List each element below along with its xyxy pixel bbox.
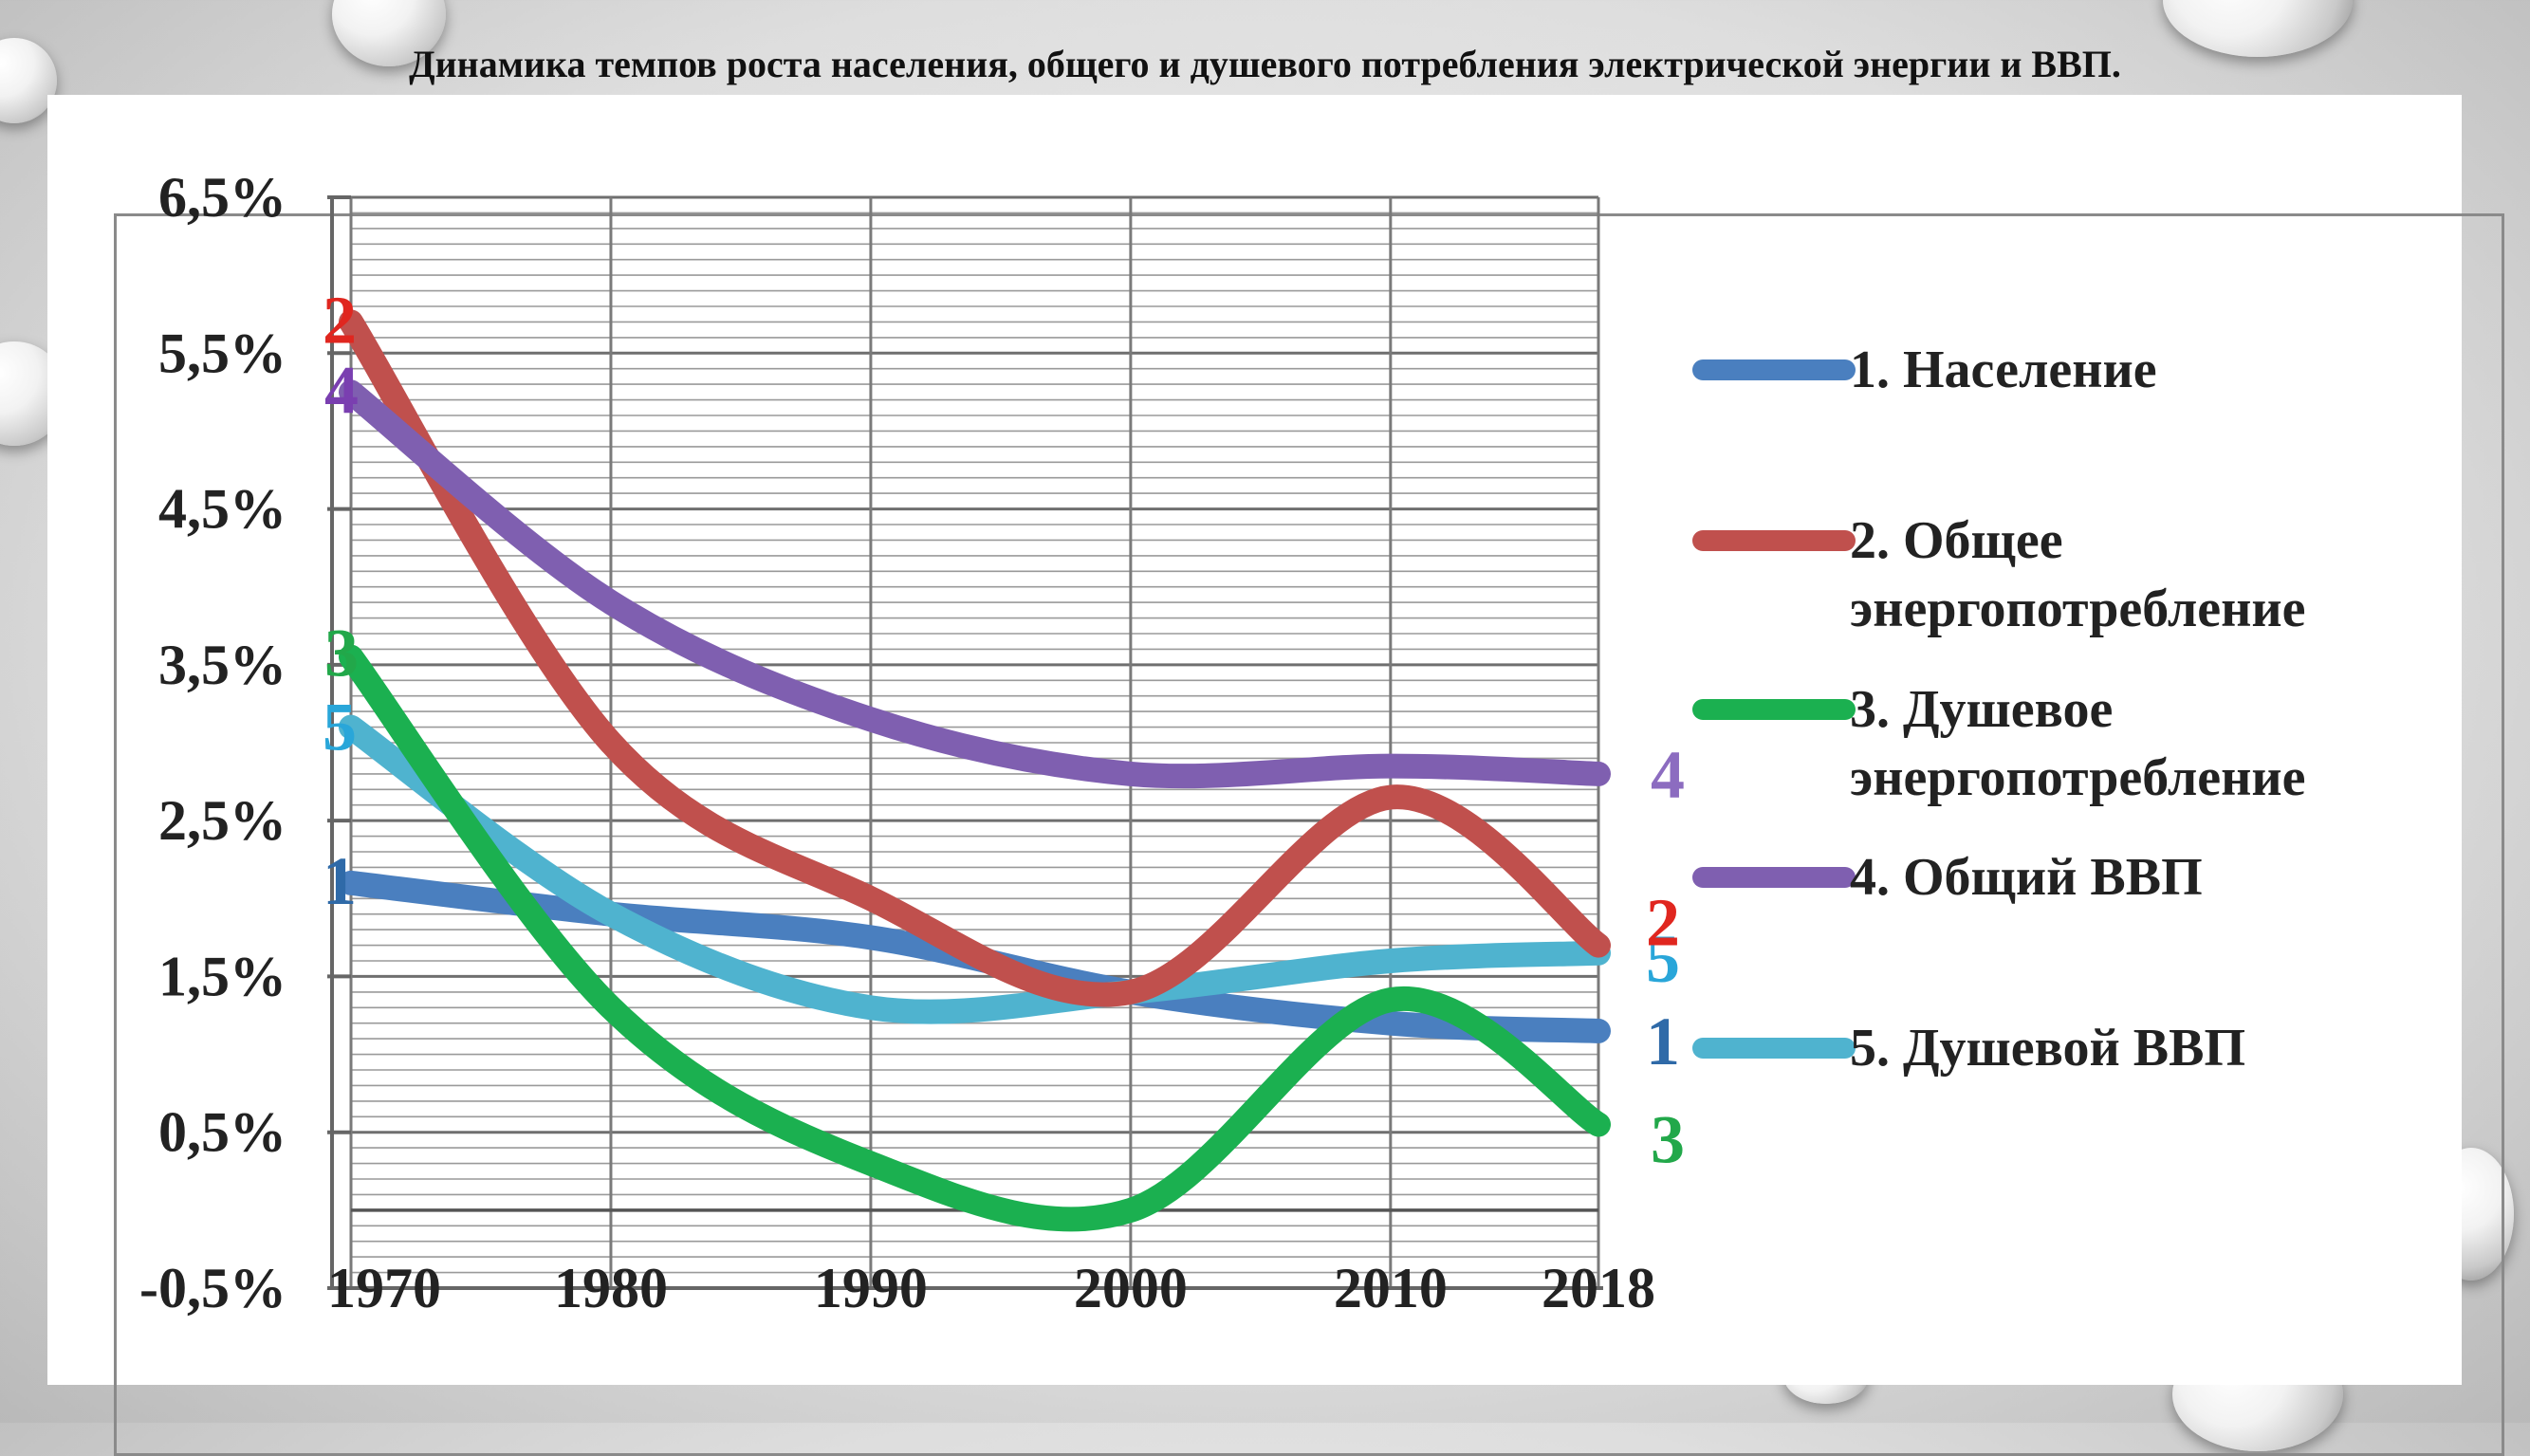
chart-panel: -0,5% 0,5% 1,5% 2,5% 3,5% 4,5% 5,5% 6,5% 1970 19… [47, 95, 2504, 1456]
x-tick-label: 1980 [554, 1257, 668, 1319]
series-lines [339, 309, 1611, 1232]
axes [327, 195, 1603, 1290]
x-tick-label: 2018 [1542, 1257, 1655, 1319]
y-tick-label: -0,5% [139, 1257, 286, 1319]
legend-entry: 2. Общее энергопотребление [1850, 511, 2305, 638]
series-start-label: 4 [324, 352, 359, 428]
legend-entry: 1. Население [1850, 341, 2157, 399]
x-tick-label: 2000 [1074, 1257, 1188, 1319]
series-start-label: 1 [323, 843, 357, 919]
series-end-label: 5 [1646, 921, 1680, 997]
series-end-label: 3 [1651, 1102, 1685, 1178]
line-chart: -0,5%0,5%1,5%2,5%3,5%4,5%5,5%6,5% 1970 19… [139, 166, 2305, 1319]
series-end-label: 1 [1646, 1004, 1680, 1079]
series-line-3 [339, 644, 1611, 1232]
series-start-label: 5 [323, 690, 357, 765]
y-tick-label: 6,5% [158, 166, 286, 229]
legend-entry: 3. Душевое энергопотребление [1850, 680, 2305, 807]
y-tick-labels: -0,5% 0,5% 1,5% 2,5% 3,5% 4,5% 5,5% 6,5% [139, 166, 286, 1319]
page-title: Динамика темпов роста населения, общего … [409, 43, 2121, 85]
y-tick-label: 3,5% [158, 634, 286, 696]
x-tick-labels: 1970 1980 1990 2000 2010 2018 [327, 1257, 1655, 1319]
series-start-label: 3 [324, 616, 359, 691]
series-end-label: 4 [1651, 737, 1685, 813]
x-tick-label: 1990 [814, 1257, 928, 1319]
legend-entry: 5. Душевой ВВП [1850, 1019, 2245, 1078]
y-tick-label: 4,5% [158, 478, 286, 541]
x-tick-label: 1970 [327, 1257, 441, 1319]
series-line-5 [339, 714, 1611, 1024]
y-tick-label: 1,5% [158, 945, 286, 1007]
legend-entry: 4. Общий ВВП [1850, 848, 2203, 907]
y-tick-label: 5,5% [158, 322, 286, 384]
legend: 1. Население 2. Общее энергопотребление 3. … [1692, 341, 2305, 1078]
y-tick-label: 0,5% [158, 1101, 286, 1164]
y-tick-label: 2,5% [158, 789, 286, 852]
series-line-2 [339, 309, 1611, 1007]
x-tick-label: 2010 [1334, 1257, 1448, 1319]
series-line-4 [339, 379, 1611, 789]
series-start-label: 2 [323, 282, 357, 358]
series-end-label: 2 [1646, 885, 1680, 961]
